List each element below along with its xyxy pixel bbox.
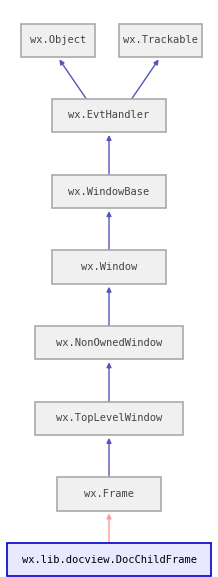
Text: wx.lib.docview.DocChildFrame: wx.lib.docview.DocChildFrame xyxy=(22,554,196,565)
Text: wx.TopLevelWindow: wx.TopLevelWindow xyxy=(56,413,162,424)
FancyBboxPatch shape xyxy=(52,99,166,132)
FancyBboxPatch shape xyxy=(35,402,183,435)
FancyBboxPatch shape xyxy=(35,326,183,359)
FancyBboxPatch shape xyxy=(7,543,211,576)
Text: wx.Frame: wx.Frame xyxy=(84,489,134,499)
FancyBboxPatch shape xyxy=(21,24,95,57)
FancyBboxPatch shape xyxy=(57,477,161,511)
FancyBboxPatch shape xyxy=(52,250,166,284)
Text: wx.Window: wx.Window xyxy=(81,262,137,272)
Text: wx.WindowBase: wx.WindowBase xyxy=(68,186,150,197)
Text: wx.Object: wx.Object xyxy=(30,35,86,46)
Text: wx.EvtHandler: wx.EvtHandler xyxy=(68,110,150,121)
Text: wx.Trackable: wx.Trackable xyxy=(123,35,198,46)
FancyBboxPatch shape xyxy=(52,175,166,208)
Text: wx.NonOwnedWindow: wx.NonOwnedWindow xyxy=(56,338,162,348)
FancyBboxPatch shape xyxy=(119,24,202,57)
